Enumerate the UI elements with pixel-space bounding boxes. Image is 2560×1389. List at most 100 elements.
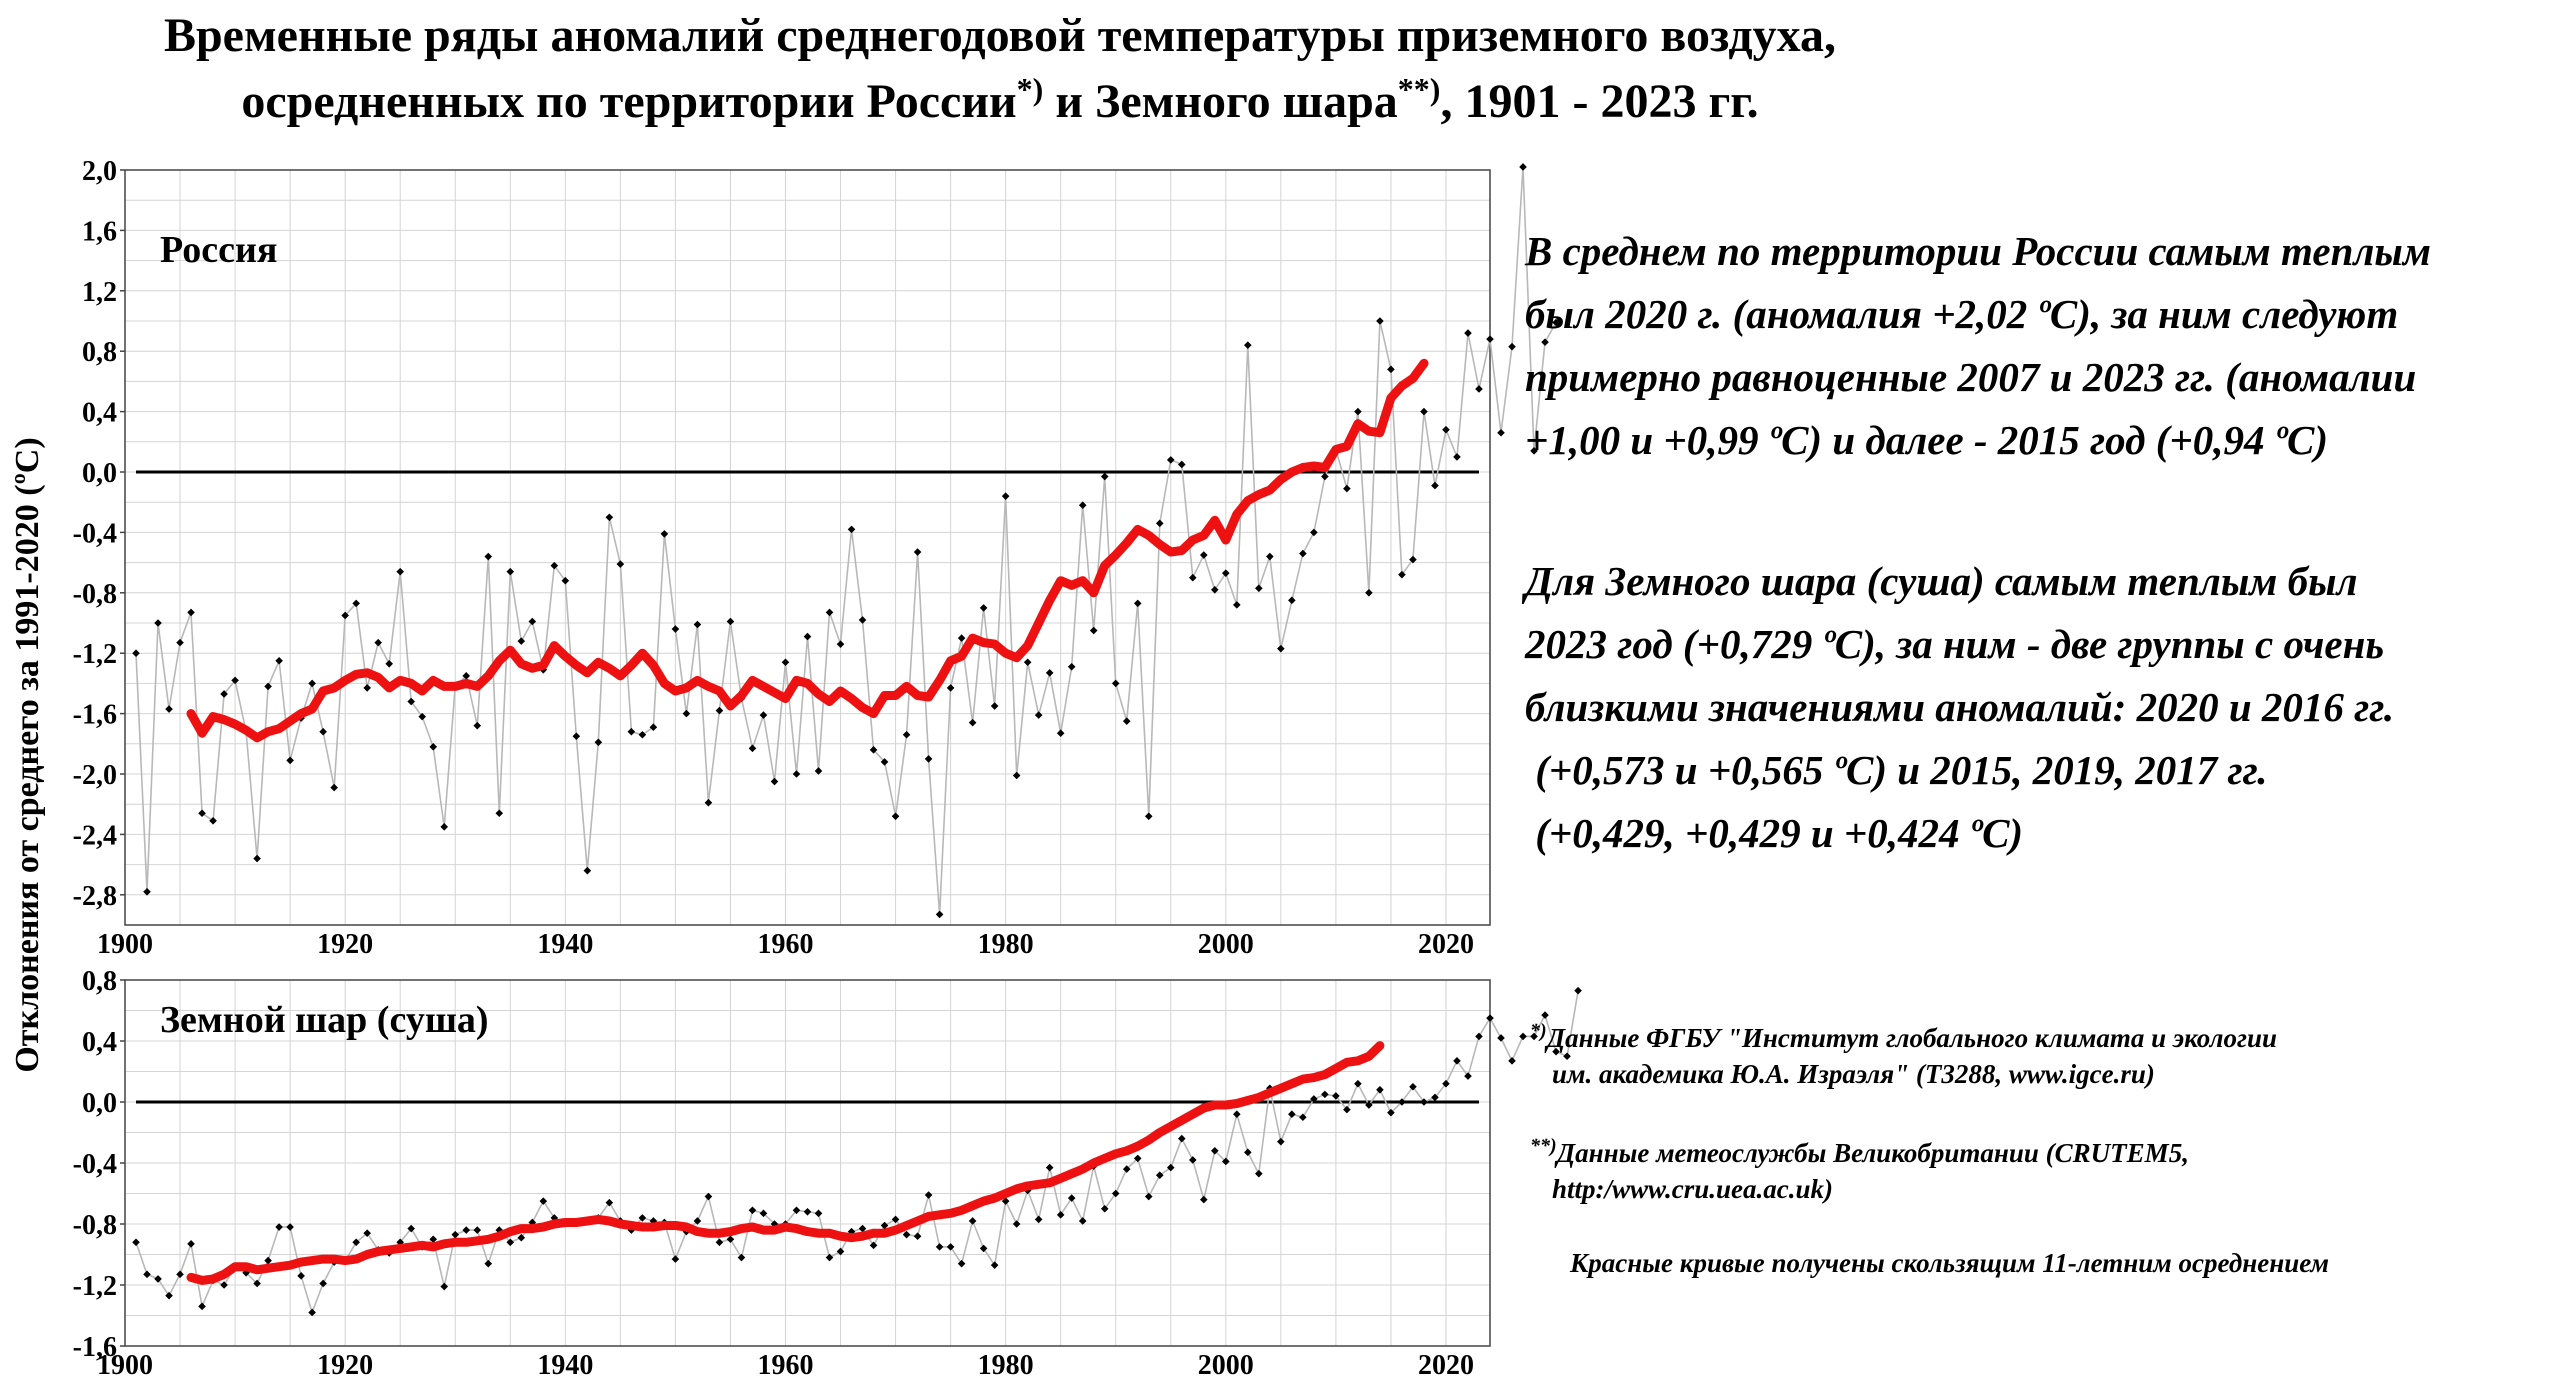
russia-y-tick-label: -1,6 [73, 700, 117, 731]
globe-data-point [264, 1256, 272, 1265]
globe-data-point [748, 1206, 757, 1215]
russia-data-point [1222, 569, 1230, 577]
globe-moving-average-line [186, 1041, 1385, 1285]
russia-y-tick-label: -1,2 [73, 639, 117, 670]
russia-data-point [429, 743, 438, 751]
globe-data-point [308, 1308, 316, 1317]
globe-data-point [1144, 1192, 1153, 1201]
globe-data-point [803, 1208, 812, 1216]
globe-data-point [275, 1223, 283, 1231]
russia-x-tick-label: 1980 [978, 929, 1034, 960]
russia-data-point [198, 809, 206, 818]
globe-data-point [1398, 1098, 1406, 1106]
russia-data-point [1122, 717, 1131, 725]
russia-data-point [869, 746, 878, 754]
globe-x-tick-label: 1960 [757, 1350, 813, 1381]
russia-data-point [418, 712, 427, 721]
russia-data-point [1210, 585, 1219, 594]
russia-data-point [1431, 481, 1439, 490]
globe-x-tick-label: 1980 [978, 1350, 1034, 1381]
russia-data-point [352, 599, 360, 608]
russia-data-point [1255, 584, 1263, 593]
globe-data-point [1475, 1032, 1483, 1041]
russia-data-point [1420, 407, 1428, 416]
globe-data-point [1233, 1110, 1241, 1118]
russia-data-point [1023, 658, 1032, 667]
russia-data-point [572, 732, 581, 741]
russia-data-point [627, 727, 636, 736]
russia-data-point [726, 617, 735, 626]
globe-data-point [1255, 1169, 1263, 1178]
globe-y-tick-label: -1,2 [73, 1271, 117, 1302]
globe-data-point [1277, 1137, 1285, 1146]
globe-data-point [440, 1282, 449, 1291]
russia-data-point [407, 697, 416, 706]
russia-data-point [1034, 711, 1043, 719]
globe-data-point [715, 1238, 724, 1247]
globe-data-point [1199, 1195, 1208, 1204]
russia-data-point [484, 552, 493, 561]
globe-data-point [1453, 1057, 1461, 1065]
source-1-line-1: Данные ФГБУ "Институт глобального климат… [1546, 1023, 2277, 1053]
russia-y-tick-label: 1,2 [82, 277, 117, 308]
chart-title-line-2: осредненных по территории России*) и Зем… [0, 72, 2000, 132]
globe-data-point [1519, 1032, 1527, 1041]
russia-data-point [1100, 472, 1109, 481]
globe-data-point [451, 1230, 460, 1239]
russia-data-point [682, 709, 691, 718]
globe-data-point [880, 1221, 889, 1230]
globe-data-point [187, 1240, 195, 1248]
russia-data-point [1067, 662, 1076, 671]
globe-data-point [286, 1223, 294, 1231]
russia-data-point [1376, 317, 1384, 325]
russia-y-tick-label: 0,4 [82, 398, 117, 429]
globe-data-point [176, 1270, 184, 1279]
russia-x-tick-label: 1960 [757, 929, 813, 960]
russia-data-point [1012, 771, 1021, 780]
russia-data-point [440, 823, 449, 831]
russia-data-point [1552, 318, 1560, 327]
globe-data-point [1431, 1093, 1439, 1102]
russia-data-point [1343, 484, 1351, 493]
russia-data-point [396, 567, 405, 576]
globe-y-tick-label: -1,6 [73, 1332, 117, 1363]
globe-data-point [429, 1235, 438, 1244]
globe-data-point [649, 1217, 658, 1225]
russia-data-point [1277, 644, 1285, 653]
globe-data-point [1442, 1079, 1450, 1088]
globe-data-point [319, 1279, 327, 1288]
chart-title-line-1: Временные ряды аномалий среднегодовой те… [0, 6, 2000, 66]
globe-data-point [1133, 1154, 1142, 1163]
russia-data-point [968, 718, 977, 727]
russia-data-point [220, 690, 228, 698]
russia-data-point [1089, 626, 1098, 635]
russia-data-point [363, 684, 371, 692]
globe-data-point [506, 1238, 515, 1247]
russia-data-point [385, 659, 393, 668]
globe-data-point [605, 1198, 614, 1207]
russia-data-point [1475, 385, 1483, 393]
globe-note-line: Для Земного шара (суша) самым теплым был [1525, 558, 2358, 604]
globe-data-point [1111, 1189, 1120, 1198]
globe-note-line: 2023 год (+0,729 ºC), за ним - две групп… [1525, 621, 2385, 667]
russia-data-point [583, 866, 592, 875]
russia-data-point [561, 576, 570, 585]
russia-data-point [1233, 601, 1241, 609]
y-axis-label: Отклонения от среднего за 1991-2020 (ºC) [9, 437, 46, 1073]
russia-data-point [1288, 596, 1296, 605]
russia-data-point [935, 910, 944, 919]
russia-data-point [275, 656, 283, 665]
globe-data-point [253, 1279, 261, 1288]
globe-data-point [924, 1191, 933, 1199]
russia-data-point [330, 783, 338, 792]
globe-data-point [1376, 1086, 1384, 1094]
globe-data-point [825, 1253, 834, 1262]
globe-data-point [1001, 1197, 1010, 1205]
globe-data-point [891, 1215, 900, 1224]
russia-data-point [550, 561, 559, 570]
russia-data-point [165, 705, 173, 713]
russia-data-point [891, 812, 900, 821]
russia-x-tick-label: 1920 [317, 929, 373, 960]
russia-note-line: примерно равноценные 2007 и 2023 гг. (ан… [1525, 354, 2417, 400]
russia-data-point [671, 625, 680, 633]
